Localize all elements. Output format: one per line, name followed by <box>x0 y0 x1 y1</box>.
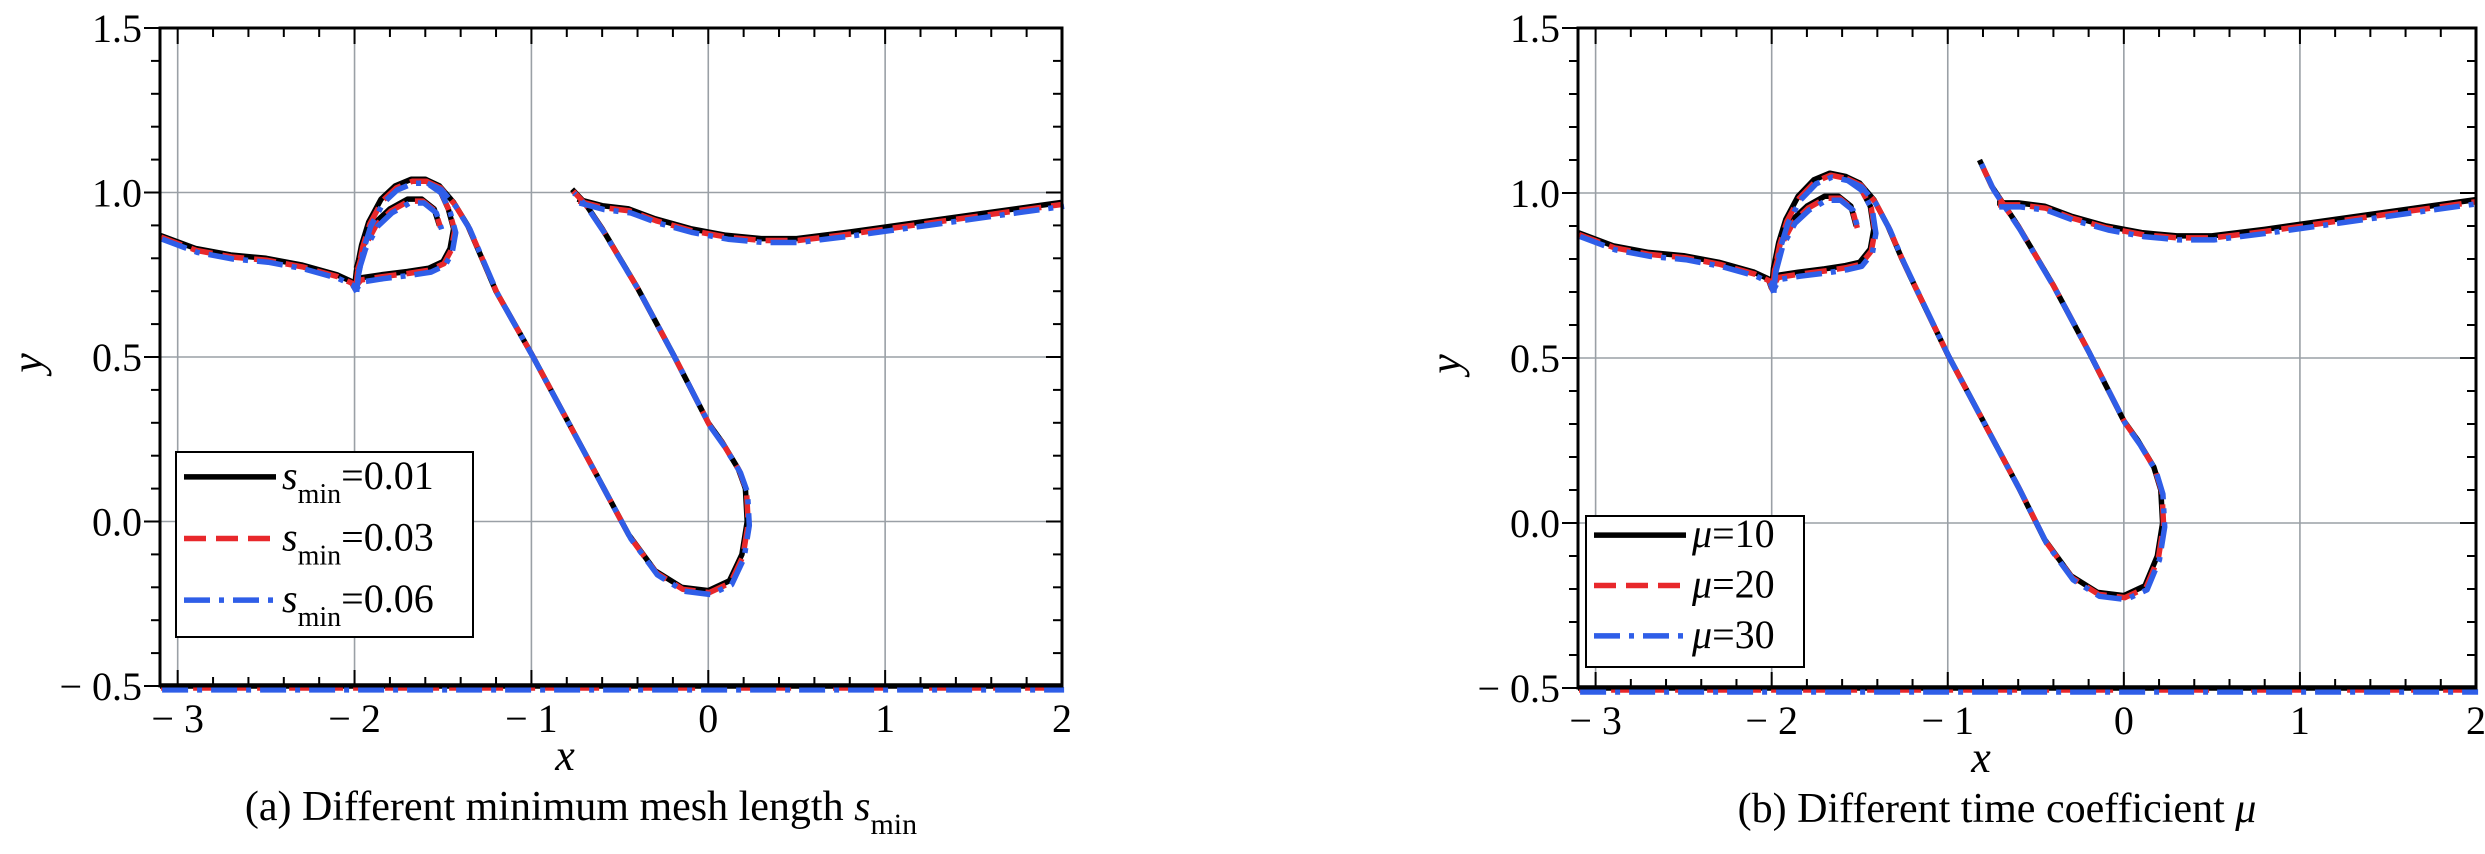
curve-loop_outer <box>1771 174 1879 293</box>
x-tick-label: − 2 <box>1745 698 1798 743</box>
legend-label: μ=30 <box>1691 612 1775 657</box>
legend-label: μ=20 <box>1691 562 1775 607</box>
y-tick-label: 0.0 <box>1510 501 1560 546</box>
y-axis-label: y <box>1421 354 1470 378</box>
y-tick-label: 0.5 <box>1510 336 1560 381</box>
caption-symbol: s <box>854 784 870 830</box>
legend-subscript: min <box>298 479 342 510</box>
caption-subscript: min <box>870 808 917 841</box>
legend-label: smin=0.06 <box>282 576 434 633</box>
legend-value: =10 <box>1712 511 1775 556</box>
curve-jet <box>1846 162 2168 603</box>
legend-symbol: μ <box>1691 612 1712 657</box>
x-tick-label: 0 <box>698 696 718 741</box>
legend-box <box>175 451 474 638</box>
x-tick-label: − 3 <box>151 696 204 741</box>
caption-text: (a) Different minimum mesh length <box>245 784 854 830</box>
x-tick-label: − 3 <box>1569 698 1622 743</box>
caption: (a) Different minimum mesh length smin <box>245 784 917 841</box>
curve-loop_inner <box>1772 197 1861 274</box>
curve-loop_inner <box>1771 195 1860 272</box>
legend-box <box>1585 515 1805 668</box>
legend-symbol: s <box>282 576 298 621</box>
legend-value: =20 <box>1712 562 1775 607</box>
legend-value: =30 <box>1712 612 1775 657</box>
x-tick-label: − 2 <box>328 696 381 741</box>
curve-loop_inner <box>355 200 445 273</box>
y-tick-label: 0.5 <box>92 335 142 380</box>
curve-surface_right <box>578 200 1065 246</box>
legend-symbol: s <box>282 453 298 498</box>
x-tick-label: 1 <box>2290 698 2310 743</box>
chart-panel-b: − 3− 2− 1 0 1 2− 0.50.00.51.01.5xyμ=10μ=20μ… <box>1421 6 2485 832</box>
y-tick-label: 1.0 <box>92 171 142 216</box>
y-tick-label: − 0.5 <box>1477 666 1560 711</box>
x-tick-label: 2 <box>1052 696 1072 741</box>
caption-symbol: μ <box>2234 786 2256 832</box>
x-tick-label: − 1 <box>1921 698 1974 743</box>
legend-symbol: μ <box>1691 562 1712 607</box>
series-b-2 <box>1579 162 2479 695</box>
legend-label: μ=10 <box>1691 511 1775 556</box>
x-tick-label: 2 <box>2466 698 2485 743</box>
series-a-2 <box>161 180 1065 693</box>
legend-subscript: min <box>298 541 342 572</box>
y-tick-label: − 0.5 <box>59 664 142 709</box>
caption: (b) Different time coefficient μ <box>1738 786 2257 832</box>
legend-label: smin=0.03 <box>282 515 434 572</box>
legend: μ=10μ=20μ=30 <box>1585 511 1805 668</box>
legend-symbol: s <box>282 515 298 560</box>
legend-subscript: min <box>298 602 342 633</box>
curve-loop_outer <box>353 180 459 293</box>
y-tick-label: 1.0 <box>1510 171 1560 216</box>
legend-value: =0.03 <box>341 515 434 560</box>
curve-jet <box>426 180 753 598</box>
y-tick-label: 0.0 <box>92 500 142 545</box>
curve-surface_main <box>160 234 359 292</box>
y-axis-label: y <box>3 353 52 377</box>
legend-value: =0.06 <box>341 576 434 621</box>
curve-jet <box>425 178 751 596</box>
x-tick-label: 1 <box>875 696 895 741</box>
x-axis-label: x <box>554 731 575 780</box>
curve-surface_right <box>1999 200 2479 243</box>
caption-text: (b) Different time coefficient <box>1738 786 2236 832</box>
legend-value: =0.01 <box>341 453 434 498</box>
y-tick-label: 1.5 <box>92 6 142 51</box>
x-tick-label: 0 <box>2114 698 2134 743</box>
curve-surface_main <box>1578 232 1776 292</box>
legend-symbol: μ <box>1691 511 1712 556</box>
y-tick-label: 1.5 <box>1510 6 1560 51</box>
x-tick-label: − 1 <box>505 696 558 741</box>
chart-panel-a: − 3− 2− 1 0 1 2− 0.50.00.51.01.5xysmin=0.01… <box>3 6 1072 841</box>
x-axis-label: x <box>1970 733 1991 782</box>
legend-label: smin=0.01 <box>282 453 434 510</box>
